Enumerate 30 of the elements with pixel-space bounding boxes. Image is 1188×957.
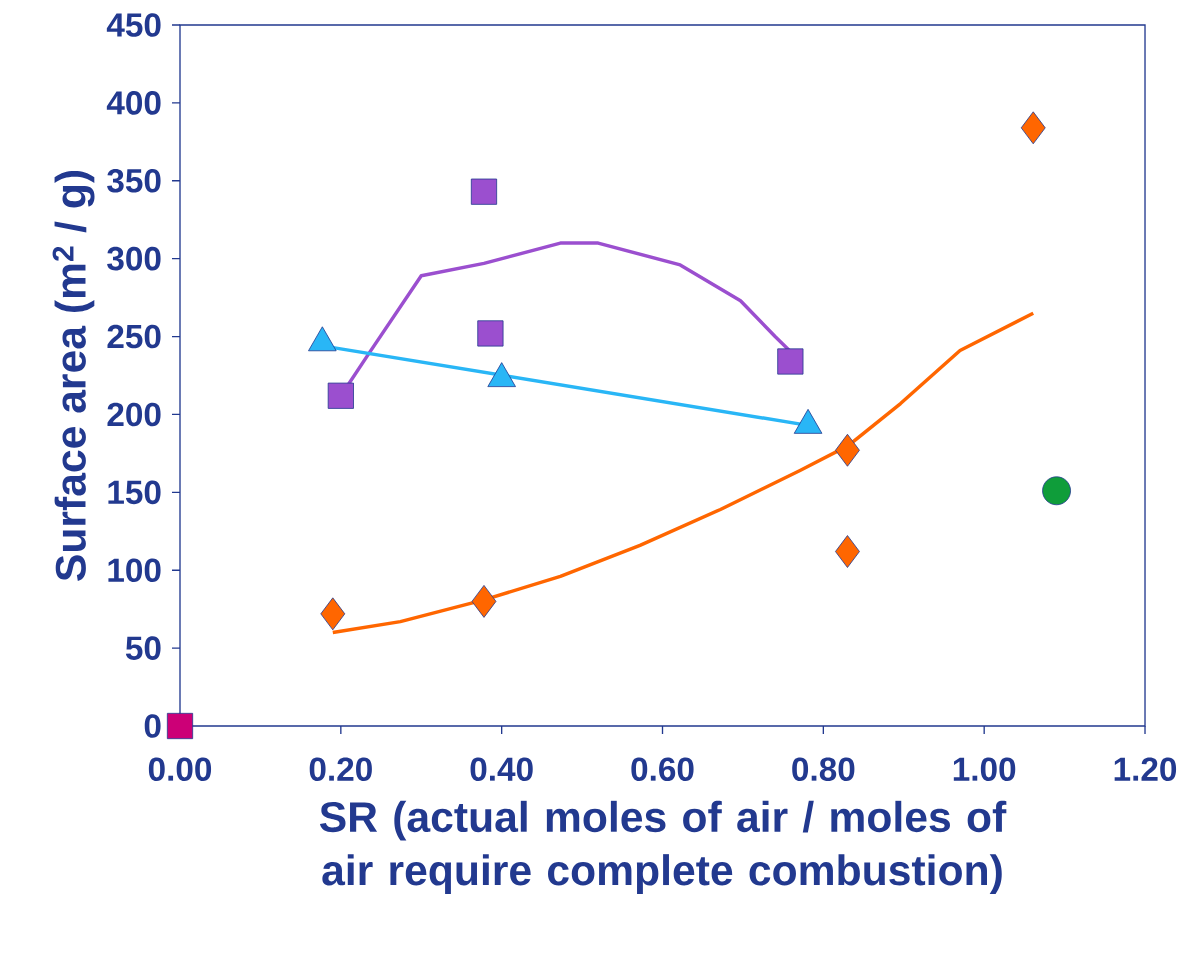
y-axis-title: Surface area (m$^{2}$ / g)	[52, 171, 95, 581]
y-tick-label: 450	[106, 13, 161, 37]
point	[835, 535, 860, 568]
y-tick-label: 350	[107, 168, 161, 193]
x-axis-title: SR (actual moles of air / moles of air require complete combustion)	[319, 800, 1007, 894]
y-tick-label: 250	[107, 324, 161, 349]
y-tick-label: 50	[125, 636, 161, 660]
point	[835, 433, 860, 467]
point	[1042, 476, 1071, 506]
x-tick-label: 0.40	[470, 757, 533, 781]
x-tick-label: 1.20	[1114, 757, 1177, 781]
y-tick-label: 0	[144, 714, 161, 738]
point	[327, 382, 354, 409]
x-tick-label: 0.80	[792, 757, 855, 781]
point	[477, 320, 504, 347]
point	[777, 348, 804, 375]
x-tick-label: 0.60	[631, 757, 694, 781]
y-tick-label: 200	[107, 402, 161, 427]
point	[1020, 111, 1046, 145]
x-tick-label: 0.00	[148, 757, 212, 781]
y-tick-label: 400	[106, 91, 161, 115]
y-tick-label: 300	[107, 246, 161, 271]
x-tick-label: 1.00	[953, 757, 1016, 781]
point	[471, 584, 497, 618]
y-tick-label: 150	[108, 480, 161, 505]
y-tick-label: 100	[108, 558, 161, 583]
point	[320, 597, 346, 631]
point	[470, 178, 498, 205]
point	[166, 712, 194, 740]
x-tick-label: 0.20	[309, 757, 372, 781]
